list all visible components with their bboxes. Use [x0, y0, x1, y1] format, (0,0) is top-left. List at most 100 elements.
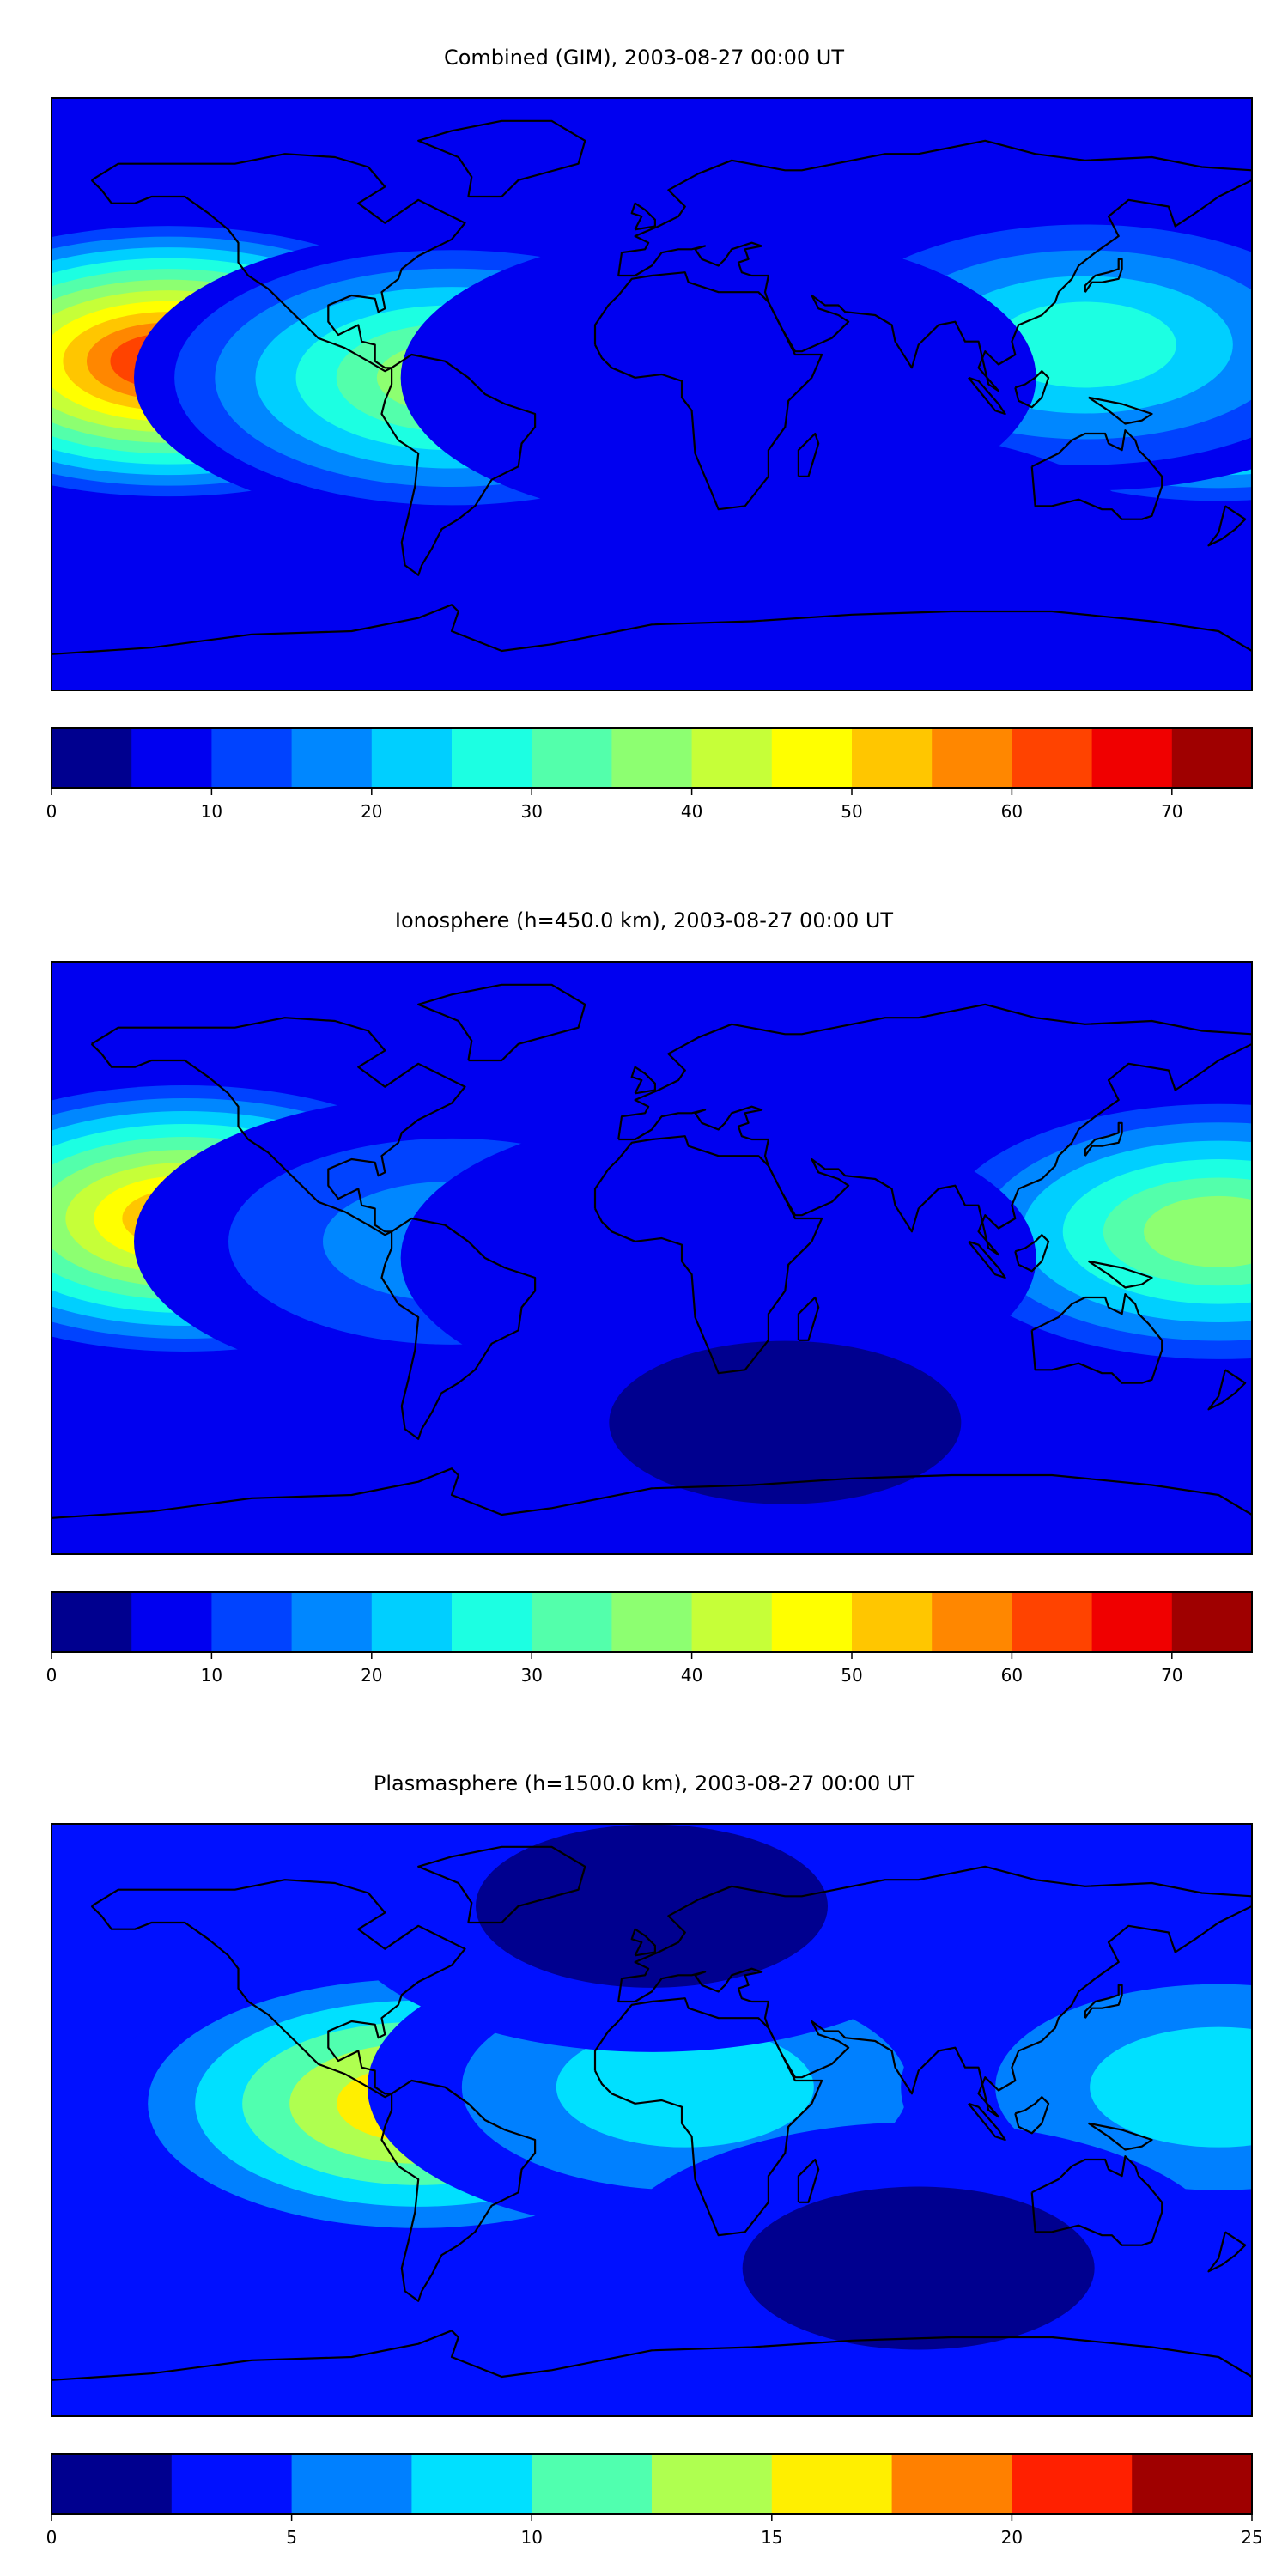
contour-4-1 [476, 1824, 828, 1988]
coastline-madagascar [797, 1296, 820, 1341]
colorbar-tick-label: 70 [1161, 801, 1182, 822]
colorbar-segment [371, 1592, 453, 1652]
colorbar-0: 0 10 20 30 40 50 60 70 [46, 727, 1253, 822]
colorbar-tick-label: 50 [841, 1665, 862, 1686]
colorbar-tick-label: 0 [46, 1665, 58, 1686]
colorbar-tick-label: 70 [1161, 1665, 1182, 1686]
coastline-eurasia [617, 1865, 1252, 2118]
colorbar-segment [771, 2454, 893, 2514]
coastline-greenland [417, 119, 586, 198]
colorbar-segment [771, 1592, 853, 1652]
colorbar-tick-label: 0 [46, 2527, 58, 2548]
coastline-sumatra [968, 2102, 1006, 2142]
colorbar-segment [52, 2454, 173, 2514]
coastline-africa [593, 271, 823, 511]
coastline-japan [1084, 258, 1123, 293]
colorbar-segment [1012, 728, 1093, 788]
colorbar-segment [891, 2454, 1012, 2514]
colorbar-segment [211, 728, 293, 788]
colorbar-tick-label: 10 [201, 1665, 222, 1686]
colorbar-segment [1012, 2454, 1133, 2514]
coastline-new-guinea [1088, 396, 1153, 425]
coastline-borneo [1014, 1234, 1050, 1273]
colorbar-frame [51, 727, 1253, 789]
colorbar-segment [852, 728, 933, 788]
colorbar-tick-label: 50 [841, 801, 862, 822]
contour-1-2 [556, 2026, 814, 2148]
colorbar-segment [52, 728, 132, 788]
coastline-south-america [380, 1217, 537, 1440]
coastline-north-america [90, 1879, 466, 2099]
contour-3-4 [993, 301, 1176, 388]
colorbar-2: 0 5 10 15 20 25 [46, 2453, 1263, 2548]
contour-2-6 [1144, 1195, 1252, 1267]
colorbar-tick-label: 40 [681, 1665, 702, 1686]
coastline-south-america [380, 353, 537, 576]
colorbar-segment [611, 728, 693, 788]
colorbar-segment [131, 728, 212, 788]
colorbar-tick-label: 20 [361, 801, 382, 822]
coastline-africa [593, 1997, 823, 2237]
coastline-antarctica [52, 604, 1252, 655]
colorbar-segment [1171, 1592, 1253, 1652]
coastline-japan [1084, 1121, 1123, 1157]
map-2 [52, 1824, 1252, 2416]
coastline-sumatra [968, 1240, 1006, 1279]
coastline-madagascar [797, 432, 820, 477]
coastline-new-zealand [1207, 1369, 1247, 1411]
colorbar-tick-label: 15 [761, 2527, 782, 2548]
colorbar-tick-label: 40 [681, 801, 702, 822]
coastline-antarctica [52, 2330, 1252, 2381]
coastline-south-america [380, 2079, 537, 2302]
colorbar-segment [652, 2454, 773, 2514]
colorbar-segment [411, 2454, 532, 2514]
panel-title-ionosphere: Ionosphere (h=450.0 km), 2003-08-27 00:0… [394, 908, 894, 933]
map-0 [52, 98, 1252, 690]
coastline-australia [1030, 429, 1163, 520]
map-1 [52, 962, 1252, 1554]
colorbar-segment [691, 728, 773, 788]
coastline-new-guinea [1088, 2122, 1153, 2151]
coastline-madagascar [797, 2158, 820, 2203]
colorbar-segment [1171, 728, 1253, 788]
coastline-uk [630, 1928, 657, 1957]
coastline-new-zealand [1207, 505, 1247, 547]
coastline-australia [1030, 2155, 1163, 2246]
colorbar-segment [532, 1592, 612, 1652]
coastline-sumatra [968, 376, 1006, 416]
coastline-antarctica [52, 1467, 1252, 1519]
colorbar-segment [691, 1592, 773, 1652]
colorbar-segment [532, 2454, 653, 2514]
colorbar-tick-label: 30 [520, 801, 542, 822]
coastline-borneo [1014, 370, 1050, 409]
coastline-uk [630, 1066, 657, 1095]
colorbar-segment [131, 1592, 212, 1652]
colorbar-segment [452, 728, 532, 788]
colorbar-segment [291, 728, 373, 788]
coastline-north-america [90, 153, 466, 373]
coastline-australia [1030, 1293, 1163, 1384]
colorbar-tick-label: 10 [201, 801, 222, 822]
panel-title-combined: Combined (GIM), 2003-08-27 00:00 UT [443, 46, 845, 70]
colorbar-segment [611, 1592, 693, 1652]
map-frame [51, 97, 1253, 691]
colorbar-1: 0 10 20 30 40 50 60 70 [46, 1591, 1253, 1686]
colorbar-segment [211, 1592, 293, 1652]
coastline-greenland [417, 983, 586, 1062]
coastline-new-guinea [1088, 1260, 1153, 1289]
colorbar-tick-label: 5 [286, 2527, 297, 2548]
coastline-greenland [417, 1845, 586, 1924]
colorbar-segment [932, 1592, 1012, 1652]
colorbar-tick-label: 25 [1241, 2527, 1262, 2548]
contour-5-0 [534, 428, 1170, 690]
colorbar-segment [291, 2454, 412, 2514]
coastline-uk [630, 202, 657, 231]
coastline-africa [593, 1135, 823, 1375]
colorbar-segment [1012, 1592, 1093, 1652]
colorbar-segment [1091, 728, 1173, 788]
colorbar-segment [291, 1592, 373, 1652]
colorbar-segment [932, 728, 1012, 788]
coastline-new-zealand [1207, 2231, 1247, 2273]
colorbar-tick-label: 30 [520, 1665, 542, 1686]
map-frame [51, 961, 1253, 1555]
